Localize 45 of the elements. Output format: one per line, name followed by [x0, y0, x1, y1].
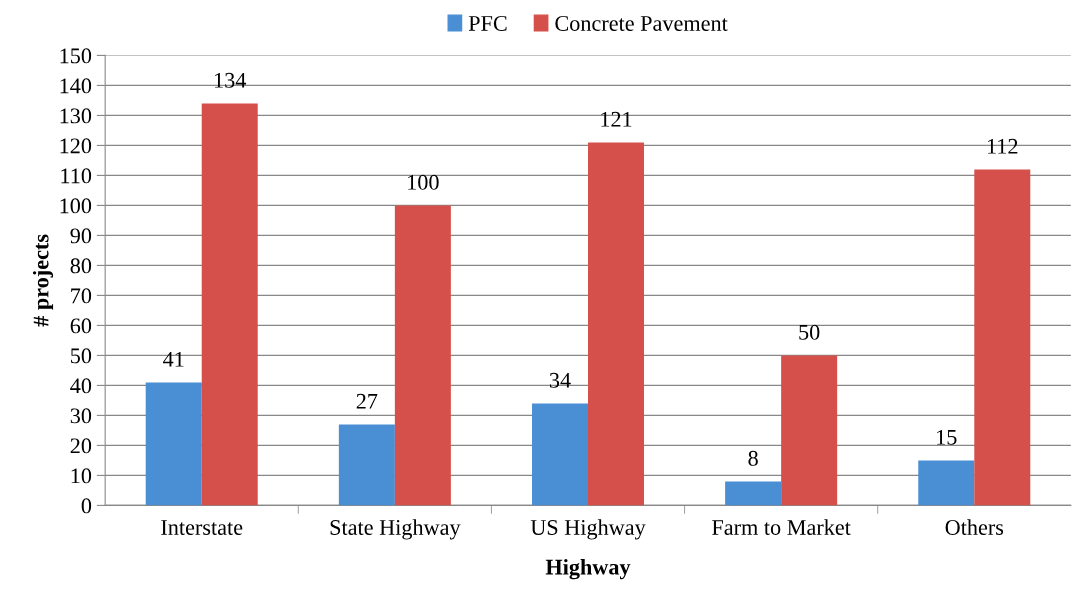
bar	[725, 481, 782, 506]
y-tick-label: 20	[70, 438, 92, 454]
legend-label: Concrete Pavement	[555, 15, 728, 31]
x-tick-label: State Highway	[330, 519, 461, 540]
y-tick-label: 150	[60, 48, 92, 64]
data-label: 121	[601, 111, 632, 127]
y-tick-label: 30	[70, 408, 92, 424]
data-label: 8	[748, 450, 758, 466]
bar	[338, 424, 395, 506]
data-label: 100	[408, 174, 439, 190]
x-tick-label: Interstate	[161, 520, 243, 535]
legend-label: PFC	[468, 15, 507, 31]
y-tick-label: 90	[70, 228, 92, 244]
data-label: 27	[356, 393, 378, 409]
y-tick-label: 60	[70, 318, 92, 334]
bar	[781, 355, 838, 506]
y-tick-label: 140	[60, 78, 92, 94]
data-label: 34	[549, 372, 571, 388]
data-label: 15	[937, 429, 957, 445]
y-tick-label: 100	[60, 198, 92, 214]
data-label: 50	[799, 324, 820, 340]
x-tick-label: Others	[945, 519, 1004, 535]
bar	[918, 460, 975, 506]
y-tick-label: 110	[61, 168, 92, 184]
x-tick-label: Farm to Market	[712, 519, 851, 535]
x-tick-label: US Highway	[530, 519, 646, 540]
y-tick-label: 70	[71, 288, 92, 304]
bar	[531, 403, 588, 506]
bar	[974, 169, 1031, 506]
bar	[145, 382, 202, 506]
y-axis-title: # projects	[32, 234, 54, 327]
data-label: 41	[163, 351, 184, 367]
data-label: 134	[215, 72, 247, 88]
y-tick-label: 80	[70, 258, 92, 274]
y-tick-label: 130	[60, 108, 92, 124]
bar	[588, 142, 645, 506]
y-tick-label: 0	[81, 498, 92, 514]
y-tick-label: 50	[71, 348, 92, 364]
bar	[394, 205, 451, 506]
x-axis-title: Highway	[545, 558, 631, 580]
bar	[201, 103, 258, 506]
y-tick-label: 40	[70, 378, 92, 394]
data-label: 112	[987, 138, 1018, 154]
y-tick-label: 120	[60, 138, 92, 154]
y-tick-label: 10	[71, 468, 92, 484]
